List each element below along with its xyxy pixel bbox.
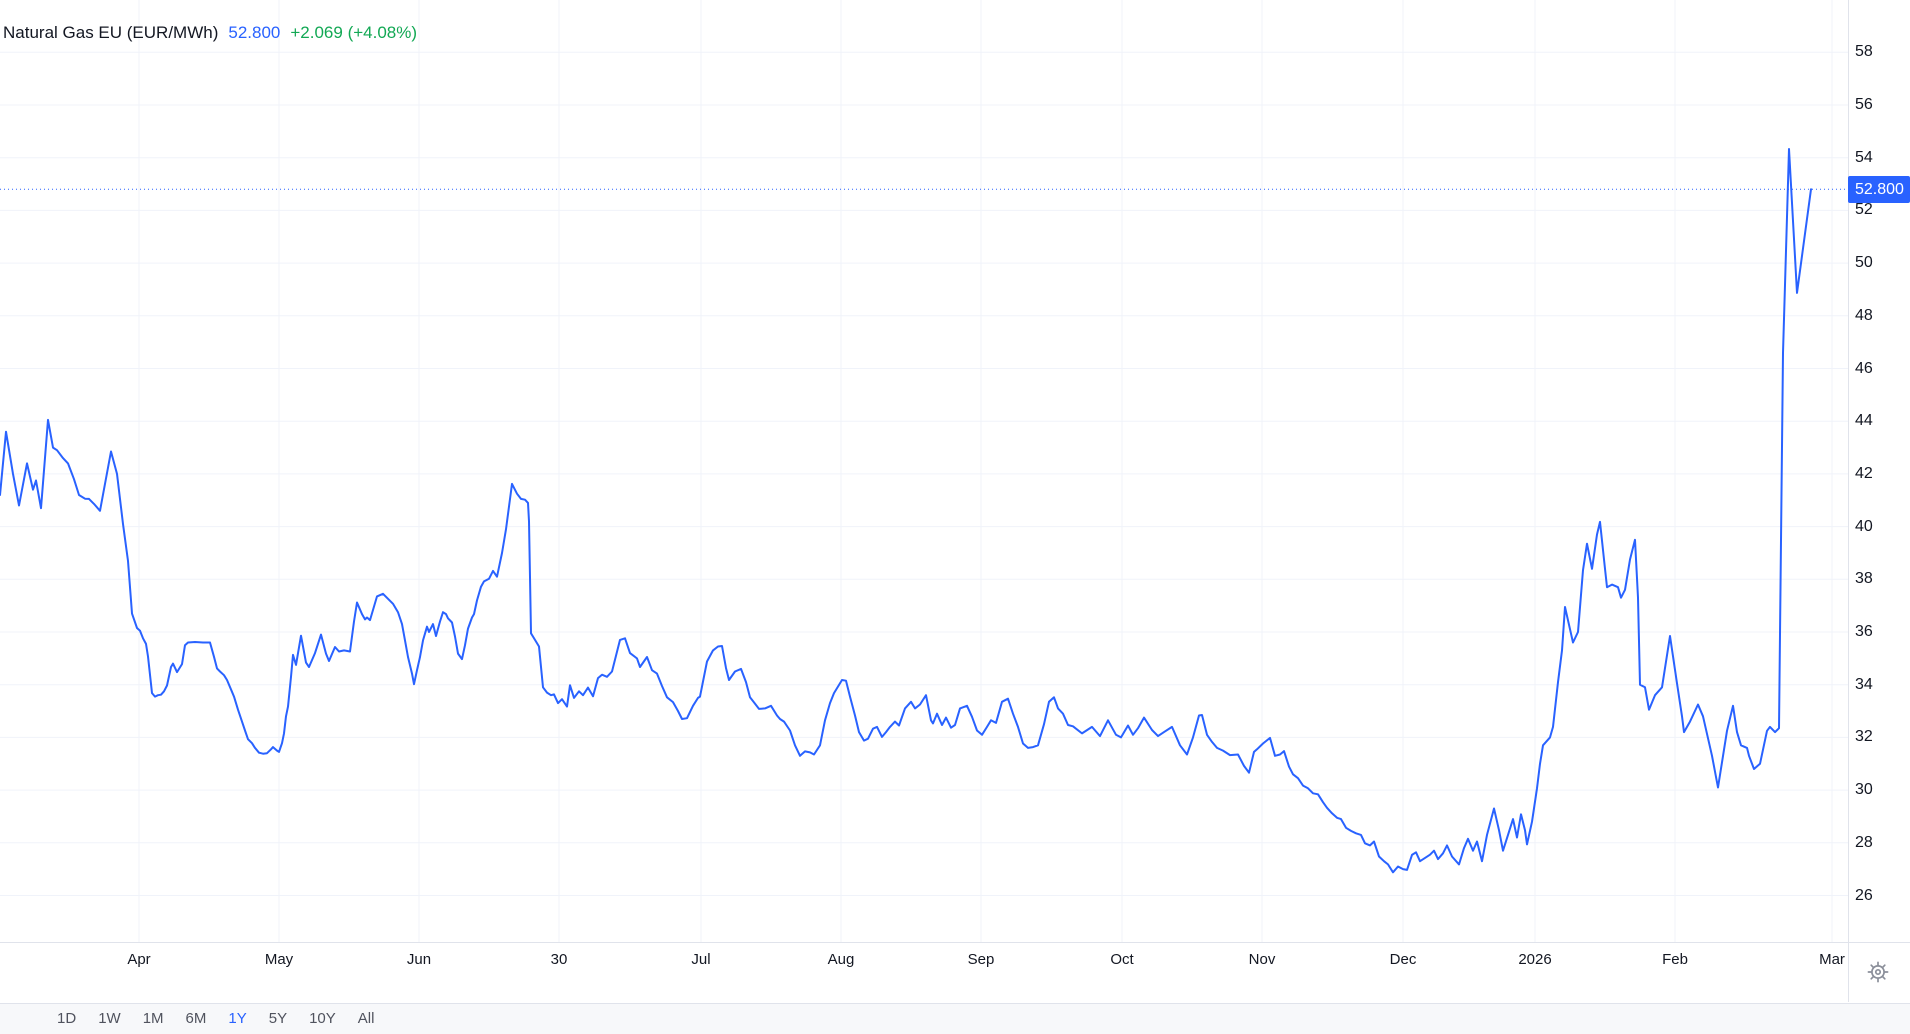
x-axis-label: Oct [1110, 951, 1134, 968]
y-axis-label: 42 [1855, 465, 1873, 482]
range-button-1m[interactable]: 1M [132, 1004, 175, 1034]
range-button-1d[interactable]: 1D [46, 1004, 87, 1034]
y-axis-label: 38 [1855, 570, 1873, 587]
current-price-badge: 52.800 [1848, 176, 1910, 203]
symbol-header: Natural Gas EU (EUR/MWh) 52.800 +2.069 (… [3, 23, 417, 43]
x-axis-label: Aug [827, 951, 855, 968]
y-axis-label: 28 [1855, 834, 1873, 851]
y-axis-label: 44 [1855, 412, 1873, 429]
price-line-series [0, 148, 1812, 874]
y-axis-label: 40 [1855, 518, 1873, 535]
symbol-change: +2.069 (+4.08%) [290, 23, 418, 42]
x-axis-label: Mar [1819, 951, 1845, 968]
y-axis-label: 54 [1855, 149, 1873, 166]
x-axis-label: 2026 [1518, 951, 1552, 968]
range-button-6m[interactable]: 6M [175, 1004, 218, 1034]
range-button-1w[interactable]: 1W [87, 1004, 132, 1034]
y-axis-label: 34 [1855, 676, 1873, 693]
x-axis-label: 30 [550, 951, 568, 968]
x-axis-label: Sep [967, 951, 995, 968]
y-axis-label: 32 [1855, 728, 1873, 745]
x-axis-label: Feb [1662, 951, 1688, 968]
x-axis-label: May [264, 951, 294, 968]
symbol-title: Natural Gas EU (EUR/MWh) [3, 23, 219, 42]
y-axis-label: 30 [1855, 781, 1873, 798]
x-axis-label: Apr [127, 951, 151, 968]
y-axis-label: 46 [1855, 360, 1873, 377]
y-axis-label: 50 [1855, 254, 1873, 271]
y-axis-label: 56 [1855, 96, 1873, 113]
y-axis-label: 48 [1855, 307, 1873, 324]
settings-gear-icon[interactable] [1865, 959, 1891, 985]
y-axis-label: 36 [1855, 623, 1873, 640]
x-axis-label: Dec [1389, 951, 1417, 968]
range-button-all[interactable]: All [347, 1004, 386, 1034]
x-axis-label: Jul [691, 951, 711, 968]
y-axis-label: 26 [1855, 887, 1873, 904]
y-axis-label: 58 [1855, 43, 1873, 60]
range-button-5y[interactable]: 5Y [258, 1004, 298, 1034]
y-axis-label: 52 [1855, 201, 1873, 218]
range-button-1y[interactable]: 1Y [217, 1004, 257, 1034]
range-toolbar: 1D 1W 1M 6M 1Y 5Y 10Y All [0, 1003, 1910, 1034]
x-axis-label: Nov [1248, 951, 1276, 968]
symbol-last-price: 52.800 [228, 23, 281, 42]
x-axis-label: Jun [406, 951, 432, 968]
range-button-10y[interactable]: 10Y [298, 1004, 347, 1034]
